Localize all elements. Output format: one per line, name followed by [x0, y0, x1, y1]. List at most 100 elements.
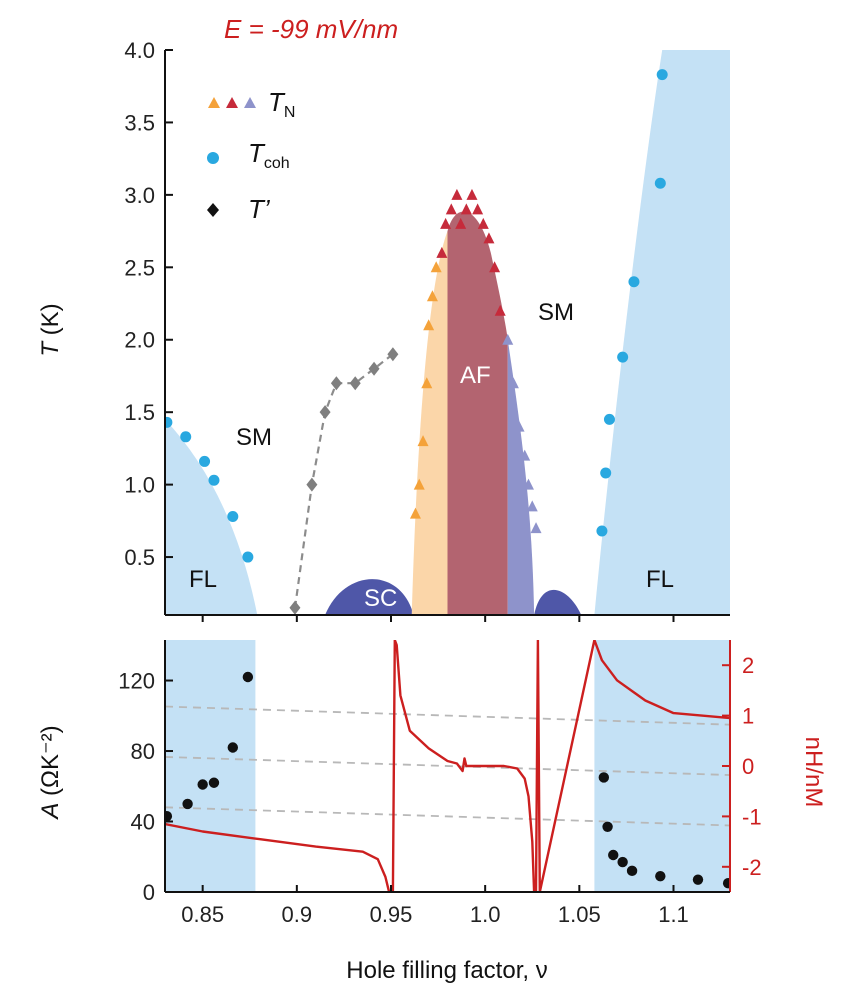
marker-circle-blue-left — [227, 510, 239, 522]
marker-triangle-purple — [502, 333, 514, 345]
top-y-tick-label: 2.5 — [124, 255, 155, 280]
region-label-sc: SC — [364, 585, 397, 612]
bottom-left-y-label: A (ΩK⁻²) — [37, 725, 64, 820]
marker-a-coefficient — [197, 779, 208, 790]
bottom-y-tick-label: 120 — [118, 669, 155, 694]
region-label-af: AF — [460, 362, 491, 389]
marker-circle-blue-right — [654, 177, 666, 189]
marker-triangle-orange — [409, 507, 421, 519]
marker-diamond-gray — [330, 376, 342, 391]
x-tick-label: 0.95 — [370, 902, 413, 927]
marker-triangle-red — [483, 232, 495, 244]
legend-label-tcoh: Tcoh — [248, 138, 290, 172]
marker-a-coefficient — [227, 742, 238, 753]
legend-marker-tn-purple — [244, 97, 256, 108]
top-panel-markers — [165, 69, 668, 615]
marker-triangle-red — [477, 217, 489, 229]
top-y-tick-label: 1.5 — [124, 400, 155, 425]
x-tick-label: 0.9 — [282, 902, 313, 927]
dashed-guide — [165, 756, 730, 776]
marker-triangle-purple — [530, 522, 542, 534]
bottom-dashed-guides — [165, 705, 730, 827]
af-dome-red — [447, 211, 508, 615]
top-panel: FL FL SM SM SC AF TN Tcoh T’ 0.5 1.0 1.5 2.… — [37, 38, 730, 622]
marker-triangle-red — [466, 188, 478, 200]
bottom-panel-markers — [165, 671, 730, 889]
marker-a-coefficient — [182, 798, 193, 810]
marker-triangle-orange — [417, 435, 429, 447]
marker-triangle-orange — [430, 261, 442, 273]
bottom-y2-tick-label: 2 — [742, 653, 754, 678]
marker-a-coefficient — [626, 865, 638, 877]
marker-diamond-gray — [319, 405, 331, 420]
marker-a-coefficient — [598, 772, 610, 783]
marker-circle-blue-right — [617, 351, 629, 363]
bottom-y2-tick-label: -2 — [742, 855, 762, 880]
marker-circle-blue-right — [596, 525, 608, 537]
marker-triangle-red — [460, 203, 472, 215]
top-x-ticks — [201, 615, 675, 622]
bottom-right-y-ticks: -2 -1 0 1 2 — [722, 653, 762, 880]
marker-diamond-gray — [349, 376, 361, 391]
top-y-tick-label: 1.0 — [124, 473, 155, 498]
marker-triangle-red — [445, 203, 457, 215]
marker-circle-blue-left — [208, 474, 220, 486]
marker-triangle-purple — [522, 478, 534, 490]
marker-triangle-orange — [421, 377, 433, 389]
bottom-y-tick-label: 80 — [131, 739, 155, 764]
top-y-tick-label: 4.0 — [124, 38, 155, 63]
legend-marker-tcoh — [207, 152, 219, 164]
sc-dome-right — [534, 589, 582, 615]
top-y-ticks: 0.5 1.0 1.5 2.0 2.5 3.0 3.5 4.0 — [124, 38, 173, 570]
marker-triangle-purple — [526, 500, 538, 512]
figure-title: E = -99 mV/nm — [224, 14, 398, 44]
bottom-y2-tick-label: 1 — [742, 704, 754, 729]
marker-circle-blue-left — [199, 455, 211, 467]
marker-triangle-red — [494, 304, 506, 316]
x-axis-label: Hole filling factor, ν — [346, 957, 547, 984]
marker-triangle-red — [472, 203, 484, 215]
fl-region-left — [165, 419, 258, 615]
top-y-tick-label: 3.0 — [124, 183, 155, 208]
bottom-y-tick-label: 40 — [131, 810, 155, 835]
marker-triangle-orange — [426, 290, 438, 302]
top-y-tick-label: 2.0 — [124, 328, 155, 353]
marker-triangle-purple — [507, 377, 519, 389]
top-y-tick-label: 0.5 — [124, 545, 155, 570]
marker-triangle-red — [451, 188, 463, 200]
marker-circle-blue-left — [242, 551, 254, 563]
bottom-fl-band-right — [594, 640, 730, 892]
dashed-guide — [165, 705, 730, 726]
nh-curve — [165, 640, 730, 892]
af-dome-orange — [411, 231, 448, 615]
bottom-x-ticks: 0.85 0.9 0.95 1.0 1.05 1.1 — [181, 885, 689, 927]
bottom-y2-tick-label: -1 — [742, 804, 762, 829]
marker-diamond-gray — [306, 477, 318, 492]
marker-a-coefficient — [608, 849, 619, 861]
marker-triangle-red — [440, 217, 452, 229]
marker-circle-blue-right — [603, 413, 615, 425]
bottom-y2-tick-label: 0 — [742, 754, 754, 779]
region-label-sm-right: SM — [538, 299, 574, 326]
top-y-tick-label: 3.5 — [124, 110, 155, 135]
marker-diamond-gray — [368, 361, 380, 376]
af-dome-purple — [507, 339, 535, 615]
marker-circle-blue-left — [180, 431, 192, 443]
x-tick-label: 1.05 — [558, 902, 601, 927]
region-label-sm-left: SM — [236, 424, 272, 451]
marker-triangle-red — [455, 217, 467, 229]
marker-circle-blue-top — [656, 69, 668, 81]
legend: TN Tcoh T’ — [207, 87, 295, 224]
marker-a-coefficient — [655, 870, 666, 882]
marker-diamond-gray — [387, 347, 399, 362]
marker-triangle-purple — [519, 449, 531, 461]
marker-a-coefficient — [617, 856, 628, 868]
marker-a-coefficient — [208, 777, 220, 788]
marker-triangle-orange — [413, 478, 425, 490]
x-tick-label: 1.1 — [658, 902, 689, 927]
dashed-guide — [165, 806, 730, 827]
marker-triangle-orange — [423, 319, 435, 331]
bottom-panel: 0 40 80 120 -2 -1 0 1 2 0.85 0.9 0.95 1.0 1.05 1.1 A… — [37, 640, 827, 984]
bottom-y-tick-label: 0 — [143, 880, 155, 905]
